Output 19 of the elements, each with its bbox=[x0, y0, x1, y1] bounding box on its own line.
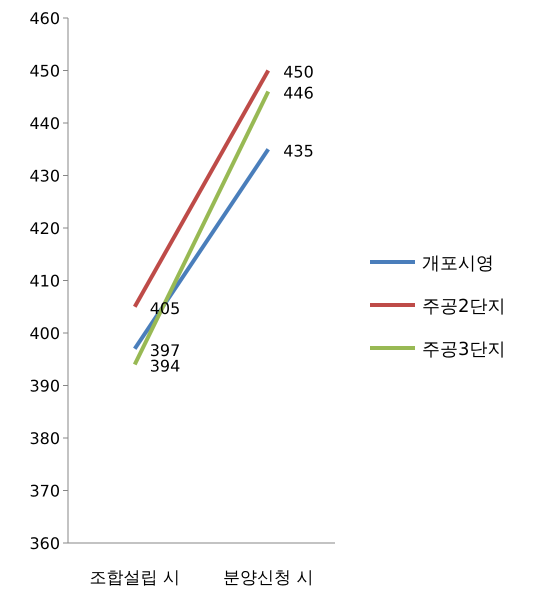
legend-label: 주공2단지 bbox=[422, 296, 506, 317]
y-tick-label: 460 bbox=[29, 9, 60, 28]
y-tick-label: 440 bbox=[29, 114, 60, 133]
y-tick-label: 410 bbox=[29, 272, 60, 290]
y-tick-label: 360 bbox=[29, 534, 60, 553]
y-tick-label: 450 bbox=[29, 62, 60, 80]
data-label: 450 bbox=[283, 62, 314, 82]
y-tick-label: 390 bbox=[29, 376, 60, 396]
data-label: 435 bbox=[283, 141, 314, 160]
x-tick-label: 분양신청 시 bbox=[223, 568, 314, 588]
legend-label: 주공3단지 bbox=[422, 339, 506, 360]
y-tick-label: 400 bbox=[29, 324, 60, 343]
x-tick-label: 조합설립 시 bbox=[90, 568, 180, 588]
y-tick-label: 430 bbox=[29, 166, 60, 186]
y-tick-label: 370 bbox=[29, 482, 60, 500]
data-label: 446 bbox=[283, 84, 314, 102]
legend-label: 개포시영 bbox=[422, 253, 494, 274]
y-tick-label: 380 bbox=[29, 429, 60, 448]
y-tick-label: 420 bbox=[29, 219, 60, 238]
